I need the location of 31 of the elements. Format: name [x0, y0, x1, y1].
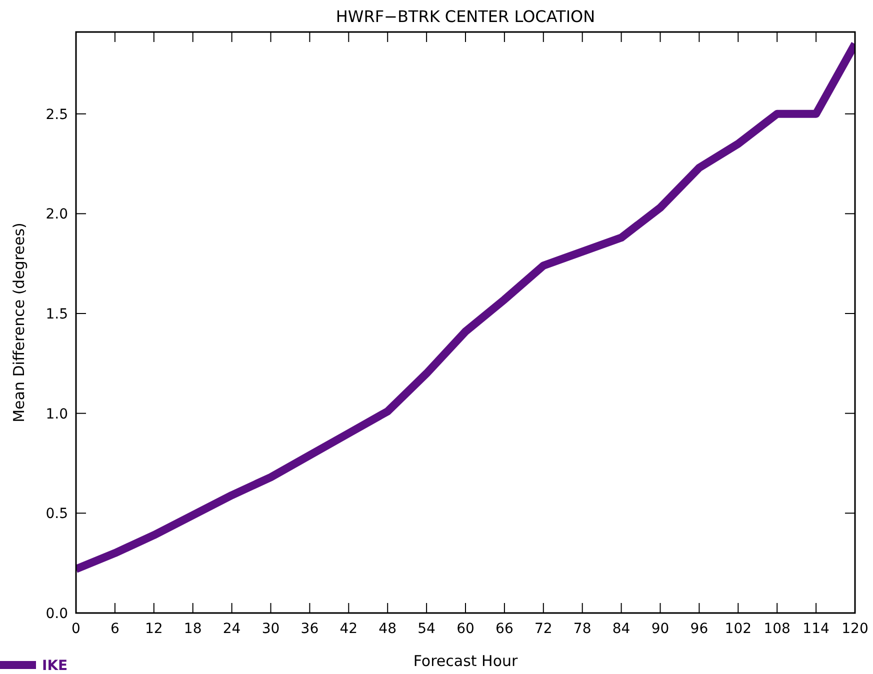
x-tick-label: 36	[300, 621, 319, 637]
x-tick-label: 72	[534, 621, 552, 637]
x-tick-label: 30	[262, 621, 280, 637]
x-tick-label: 120	[842, 621, 868, 637]
x-tick-label: 84	[612, 621, 630, 637]
x-tick-label: 60	[456, 621, 474, 637]
legend-label: IKE	[42, 658, 68, 674]
y-tick-label: 0.5	[46, 506, 68, 522]
x-tick-label: 6	[110, 621, 120, 637]
x-tick-label: 96	[690, 621, 708, 637]
chart-title: HWRF−BTRK CENTER LOCATION	[336, 7, 596, 26]
x-tick-label: 0	[72, 621, 80, 637]
y-tick-label: 1.5	[46, 306, 68, 323]
y-axis-title: Mean Difference (degrees)	[10, 222, 28, 422]
y-tick-label: 2.5	[46, 106, 68, 123]
x-tick-label: 78	[573, 621, 592, 637]
x-tick-label: 24	[222, 621, 241, 637]
x-tick-label: 42	[340, 621, 358, 637]
x-tick-label: 48	[378, 621, 397, 637]
x-tick-label: 108	[764, 621, 790, 637]
x-tick-label: 66	[496, 621, 514, 637]
y-tick-label: 2.0	[46, 206, 68, 223]
x-tick-label: 90	[651, 621, 670, 637]
x-tick-label: 18	[184, 621, 202, 637]
x-tick-label: 12	[144, 621, 163, 637]
y-tick-label: 0.0	[46, 606, 68, 622]
x-tick-label: 54	[418, 621, 436, 637]
x-tick-label: 114	[802, 621, 830, 637]
x-tick-label: 102	[724, 621, 752, 637]
y-tick-label: 1.0	[46, 406, 68, 422]
x-axis-title: Forecast Hour	[413, 652, 519, 670]
